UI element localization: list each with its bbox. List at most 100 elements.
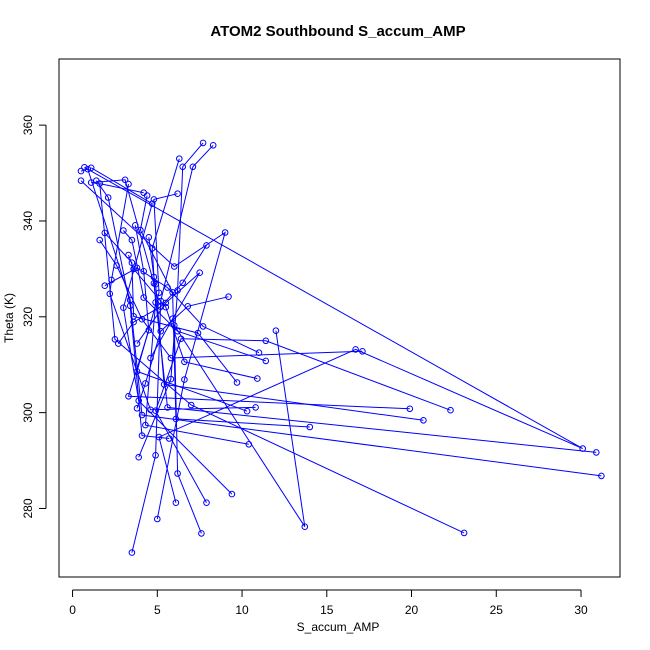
data-point: [181, 376, 188, 383]
series-line-17: [104, 232, 238, 383]
data-point: [167, 375, 175, 383]
data-point: [125, 180, 132, 188]
x-axis-label: S_accum_AMP: [297, 620, 380, 634]
data-point: [138, 315, 146, 323]
data-point: [111, 336, 119, 343]
data-point: [133, 405, 141, 412]
chart-title: ATOM2 Southbound S_accum_AMP: [210, 23, 465, 40]
data-point: [128, 259, 136, 267]
data-point: [172, 415, 180, 423]
data-point: [142, 421, 149, 429]
data-point: [352, 346, 359, 353]
data-point: [120, 304, 127, 312]
data-point: [106, 290, 114, 298]
series-line-1: [173, 323, 306, 534]
data-point: [196, 269, 203, 277]
data-point: [203, 499, 210, 507]
data-point: [255, 349, 263, 357]
data-point: [203, 242, 210, 249]
data-point: [125, 393, 132, 400]
data-point: [128, 549, 136, 556]
x-tick-label: 15: [320, 603, 334, 617]
x-tick-label: 20: [405, 603, 419, 617]
y-tick-label: 340: [21, 211, 35, 231]
data-point: [306, 423, 314, 431]
y-tick-label: 320: [21, 306, 35, 326]
data-point: [209, 142, 217, 149]
data-point: [152, 280, 159, 288]
data-point: [140, 268, 147, 275]
data-point: [104, 194, 112, 201]
data-point: [147, 354, 154, 362]
data-point: [194, 329, 202, 337]
data-point: [160, 381, 168, 388]
data-point: [126, 302, 134, 310]
data-point: [145, 326, 153, 334]
series-line-6: [90, 167, 233, 495]
data-point: [137, 226, 144, 234]
data-point: [155, 289, 163, 297]
data-point: [177, 335, 185, 343]
series-line-23: [117, 245, 207, 344]
data-point: [181, 358, 188, 366]
data-point: [84, 165, 92, 173]
data-point: [157, 327, 164, 335]
data-point: [77, 167, 85, 175]
x-tick-label: 25: [490, 603, 504, 617]
data-point: [115, 340, 122, 347]
data-point: [135, 397, 142, 405]
data-point: [228, 490, 236, 498]
data-point: [199, 323, 207, 330]
data-point: [169, 289, 176, 296]
data-point: [598, 472, 605, 480]
data-point: [96, 236, 103, 244]
data-point: [154, 515, 161, 523]
y-tick-label: 300: [21, 402, 35, 422]
data-point: [101, 229, 109, 237]
series-line-12: [139, 195, 310, 428]
data-point: [167, 354, 175, 362]
data-point: [125, 251, 132, 259]
data-point: [157, 303, 164, 311]
data-point: [593, 449, 600, 456]
data-point: [187, 401, 195, 409]
data-point: [253, 375, 261, 382]
y-axis-label: Theta (K): [2, 293, 16, 343]
data-point: [225, 293, 232, 301]
data-point: [138, 432, 146, 439]
data-point: [164, 284, 171, 291]
data-point: [179, 279, 186, 287]
series-line-5: [155, 338, 451, 503]
data-point: [233, 379, 241, 386]
data-point: [172, 499, 180, 507]
data-point: [579, 445, 587, 452]
data-point: [174, 190, 181, 197]
data-point: [133, 340, 141, 347]
data-point: [148, 200, 156, 207]
data-point: [155, 433, 163, 441]
data-point: [147, 406, 154, 414]
data-point: [150, 273, 158, 281]
data-point: [174, 470, 181, 477]
data-point: [130, 265, 137, 273]
series-line-24: [136, 296, 229, 409]
data-point: [113, 262, 120, 269]
data-point: [135, 453, 142, 461]
data-point: [189, 163, 197, 171]
data-point: [132, 222, 139, 229]
data-point: [130, 318, 137, 326]
data-point: [272, 327, 280, 335]
series-line-4: [84, 166, 583, 503]
data-point: [121, 176, 129, 184]
x-tick-label: 10: [235, 603, 249, 617]
data-point: [152, 452, 159, 459]
series-line-22: [136, 272, 201, 359]
data-point: [176, 155, 183, 162]
y-axis: 280 300 320 340 360: [21, 115, 47, 518]
data-point: [252, 404, 259, 411]
data-point: [143, 192, 151, 199]
data-point: [301, 523, 309, 531]
data-point: [164, 404, 171, 411]
data-point: [138, 411, 146, 419]
